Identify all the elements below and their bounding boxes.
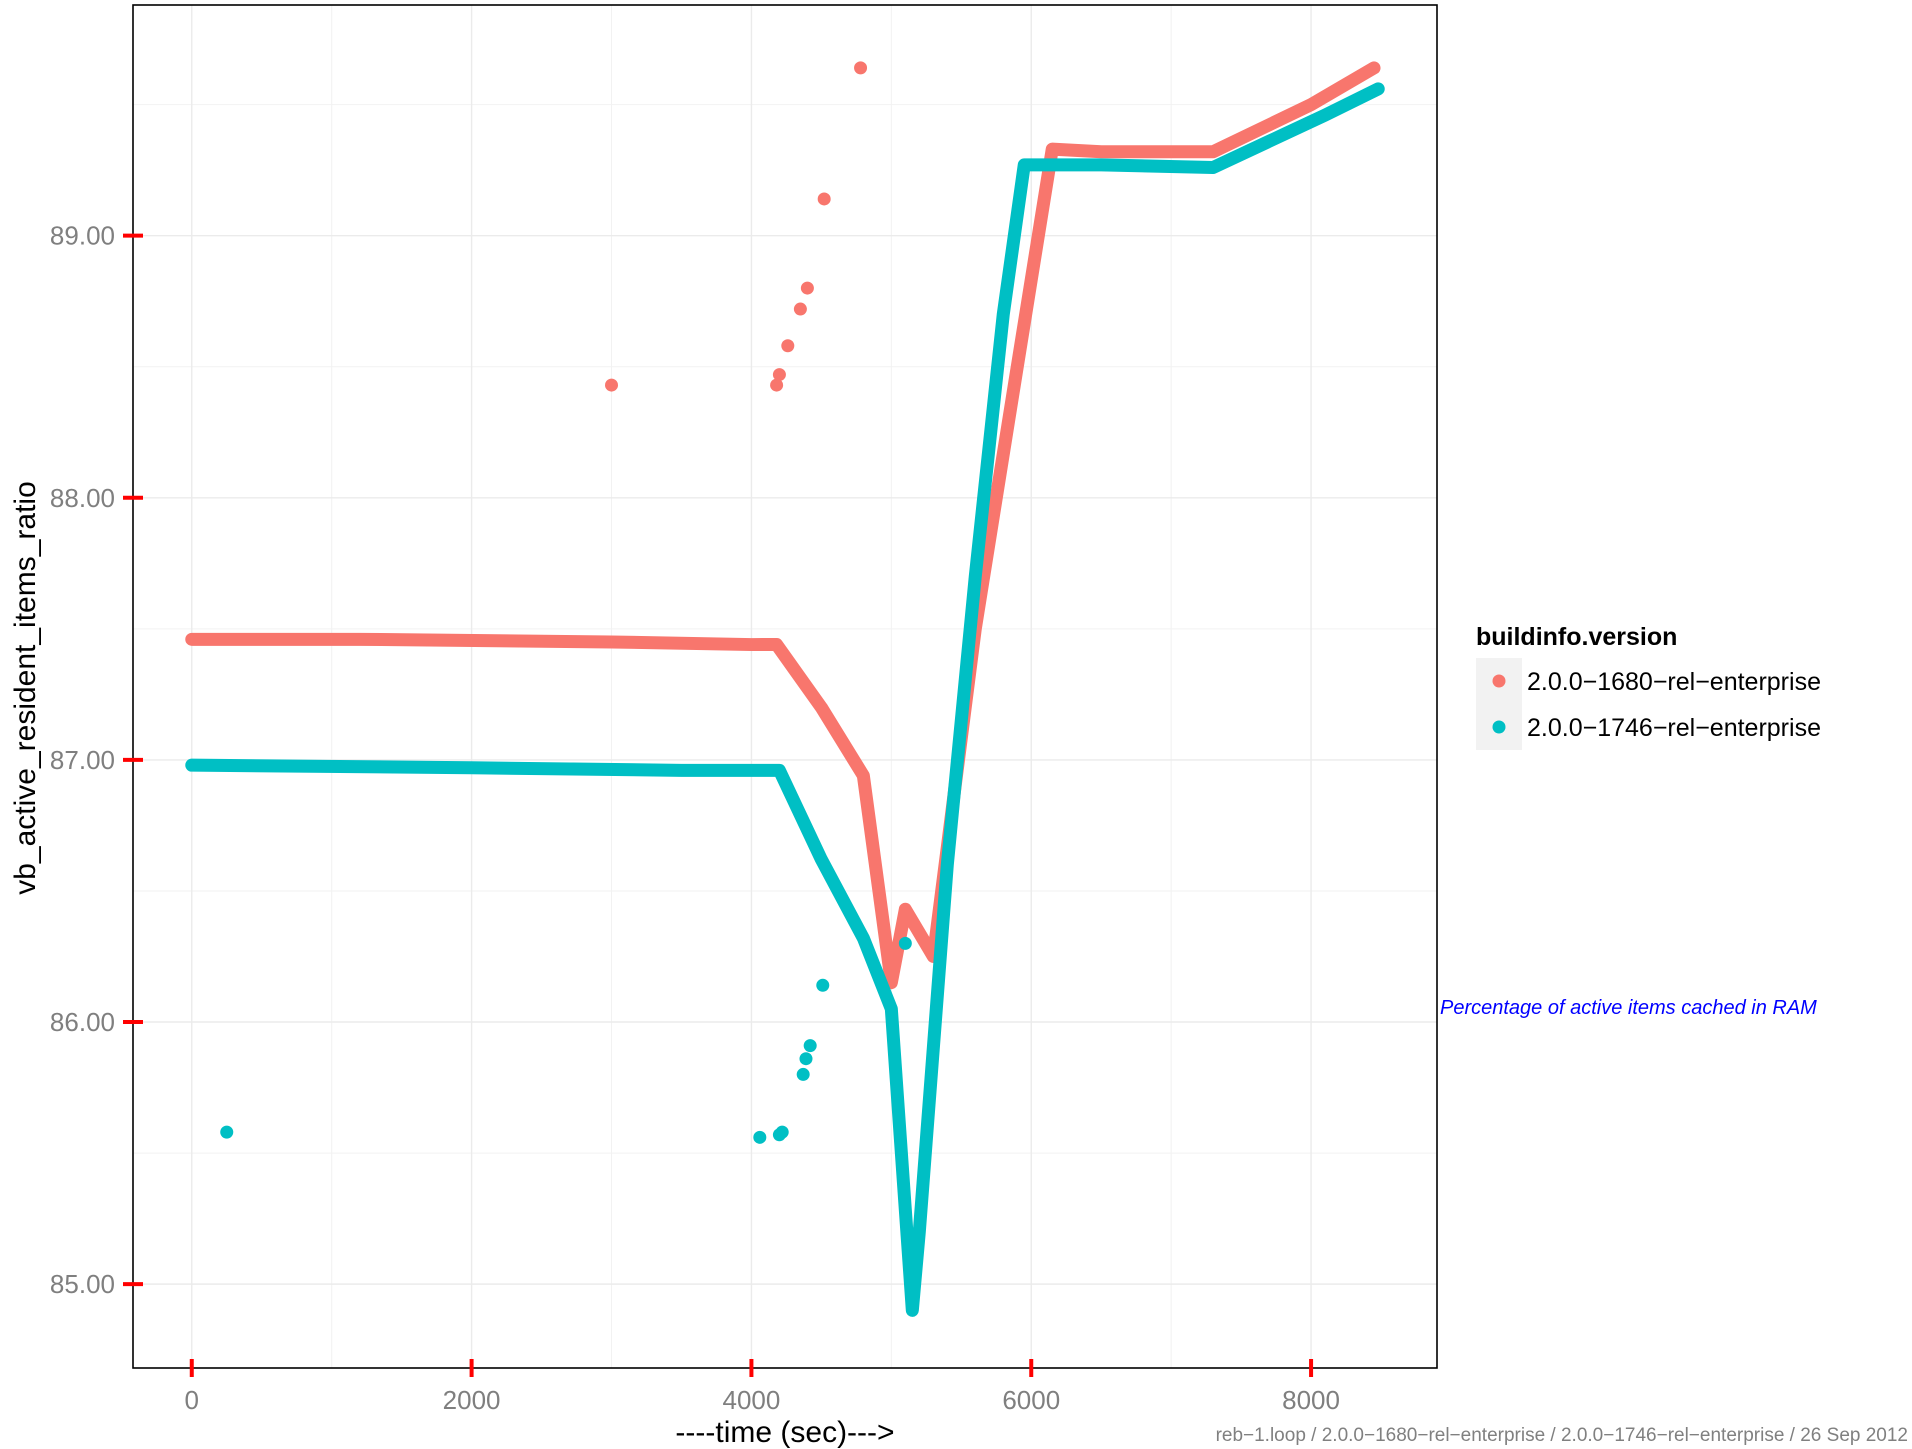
data-point [803,1039,817,1053]
series-line [185,82,1385,1317]
data-point [800,281,814,295]
data-point [781,339,795,353]
grid [133,5,1437,1368]
x-tick-labels: 0 2000 4000 6000 8000 [185,1385,1340,1415]
data-point [772,368,786,382]
ticks [123,233,1314,1377]
data-point [898,936,912,950]
data-point [816,978,830,992]
panel-background [133,0,1437,1368]
legend-label-1746: 2.0.0−1746−rel−enterprise [1527,714,1821,742]
data-point [753,1130,767,1144]
x-tick-label: 2000 [443,1385,501,1415]
data-point [220,1125,234,1139]
data-point [775,1125,789,1139]
annotation-text: Percentage of active items cached in RAM [1440,997,1817,1019]
y-tick-label: 89.00 [50,221,115,251]
series-0 [185,61,1381,990]
series-line [185,61,1381,990]
data-point [799,1052,813,1066]
y-axis-title: vb_active_resident_items_ratio [9,481,42,895]
footer-caption: reb−1.loop / 2.0.0−1680−rel−enterprise /… [1216,1425,1908,1446]
x-tick-label: 6000 [1002,1385,1060,1415]
data-point [854,61,868,75]
x-tick-label: 4000 [722,1385,780,1415]
y-tick-labels: 85.00 86.00 87.00 88.00 89.00 [50,221,115,1299]
legend-marker-1680 [1492,674,1506,688]
y-tick-label: 88.00 [50,483,115,513]
data-point [770,378,784,392]
series-1 [185,82,1385,1317]
data-point [793,302,807,316]
x-tick-label: 0 [185,1385,199,1415]
legend-label-1680: 2.0.0−1680−rel−enterprise [1527,668,1821,696]
legend-marker-1746 [1492,720,1506,734]
y-tick-label: 86.00 [50,1007,115,1037]
legend: buildinfo.version 2.0.0−1680−rel−enterpr… [1476,623,1821,750]
data-point [796,1067,810,1081]
legend-key-bg [1476,658,1522,750]
data-point [817,192,831,206]
data-point [605,378,619,392]
y-tick-label: 85.00 [50,1269,115,1299]
series-layer [185,61,1385,1317]
y-tick-label: 87.00 [50,745,115,775]
x-axis-title: ----time (sec)---> [675,1416,894,1449]
x-tick-label: 8000 [1282,1385,1340,1415]
panel-border [132,4,1438,1369]
legend-title: buildinfo.version [1476,623,1677,651]
